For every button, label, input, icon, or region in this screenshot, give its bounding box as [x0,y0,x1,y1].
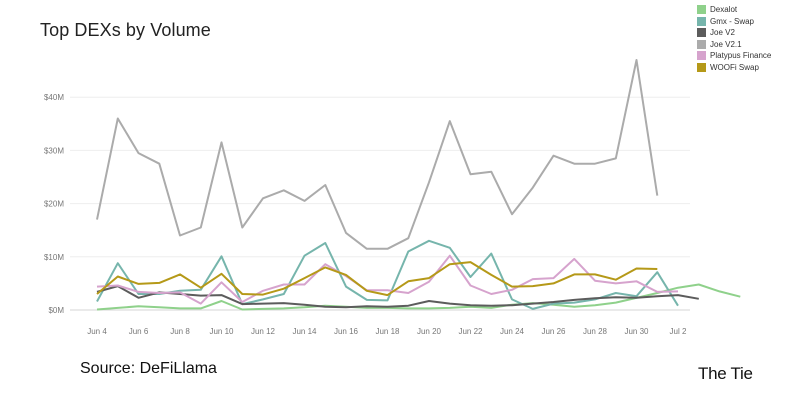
legend-swatch [697,16,706,26]
x-tick-label: Jun 20 [417,327,442,336]
legend-item: Gmx - Swap [697,16,771,27]
x-tick-label: Jun 8 [170,327,190,336]
x-tick-label: Jun 16 [334,327,359,336]
y-axis-ticks: $0M $10M $20M $30M $40M [44,93,64,315]
gridlines [70,96,690,311]
legend-item: Dexalot [697,4,771,15]
x-tick-label: Jun 22 [458,327,483,336]
legend-swatch [697,62,706,72]
legend: Dexalot Gmx - Swap Joe V2 Joe V2.1 Platypus … [697,4,771,73]
series-lines [96,59,741,311]
x-tick-label: Jul 2 [670,327,687,336]
series-line-joe-v2 [96,285,699,309]
legend-label: Joe V2.1 [710,39,742,49]
y-tick-label: $30M [44,146,64,155]
legend-label: Gmx - Swap [710,16,755,26]
chart-title: Top DEXs by Volume [40,20,211,40]
x-tick-label: Jun 30 [624,327,649,336]
x-tick-label: Jun 26 [541,327,566,336]
x-tick-label: Jun 6 [129,327,149,336]
legend-label: Dexalot [710,5,738,14]
series-line-joe-v2-1 [96,59,659,250]
y-tick-label: $10M [44,253,64,262]
x-tick-label: Jun 4 [87,327,107,336]
x-tick-label: Jun 10 [209,327,234,336]
y-tick-label: $0M [48,306,64,315]
legend-item: Joe V2.1 [697,39,771,50]
x-tick-label: Jun 14 [292,327,317,336]
legend-label: WOOFi Swap [710,62,759,72]
brand-logo-text: The Tie [698,364,753,383]
series-line-gmx-swap [96,239,679,310]
series-line-woofi-swap [96,261,658,297]
x-axis-ticks: Jun 4 Jun 6 Jun 8 Jun 10 Jun 12 Jun 14 Jun 16 J… [87,327,687,336]
legend-swatch [697,28,706,37]
legend-item: Joe V2 [697,27,771,38]
legend-swatch [697,39,706,49]
legend-item: WOOFi Swap [697,62,771,73]
legend-swatch [697,51,706,60]
legend-label: Platypus Finance [710,51,772,60]
series-line-platypus-finance [96,254,679,305]
y-tick-label: $40M [44,93,64,102]
x-tick-label: Jun 18 [375,327,400,336]
legend-label: Joe V2 [710,28,735,37]
x-tick-label: Jun 12 [251,327,276,336]
source-caption: Source: DeFiLlama [80,360,217,377]
x-tick-label: Jun 28 [583,327,608,336]
legend-item: Platypus Finance [697,50,771,61]
x-tick-label: Jun 24 [500,327,525,336]
y-tick-label: $20M [44,200,64,209]
legend-swatch [697,5,706,14]
